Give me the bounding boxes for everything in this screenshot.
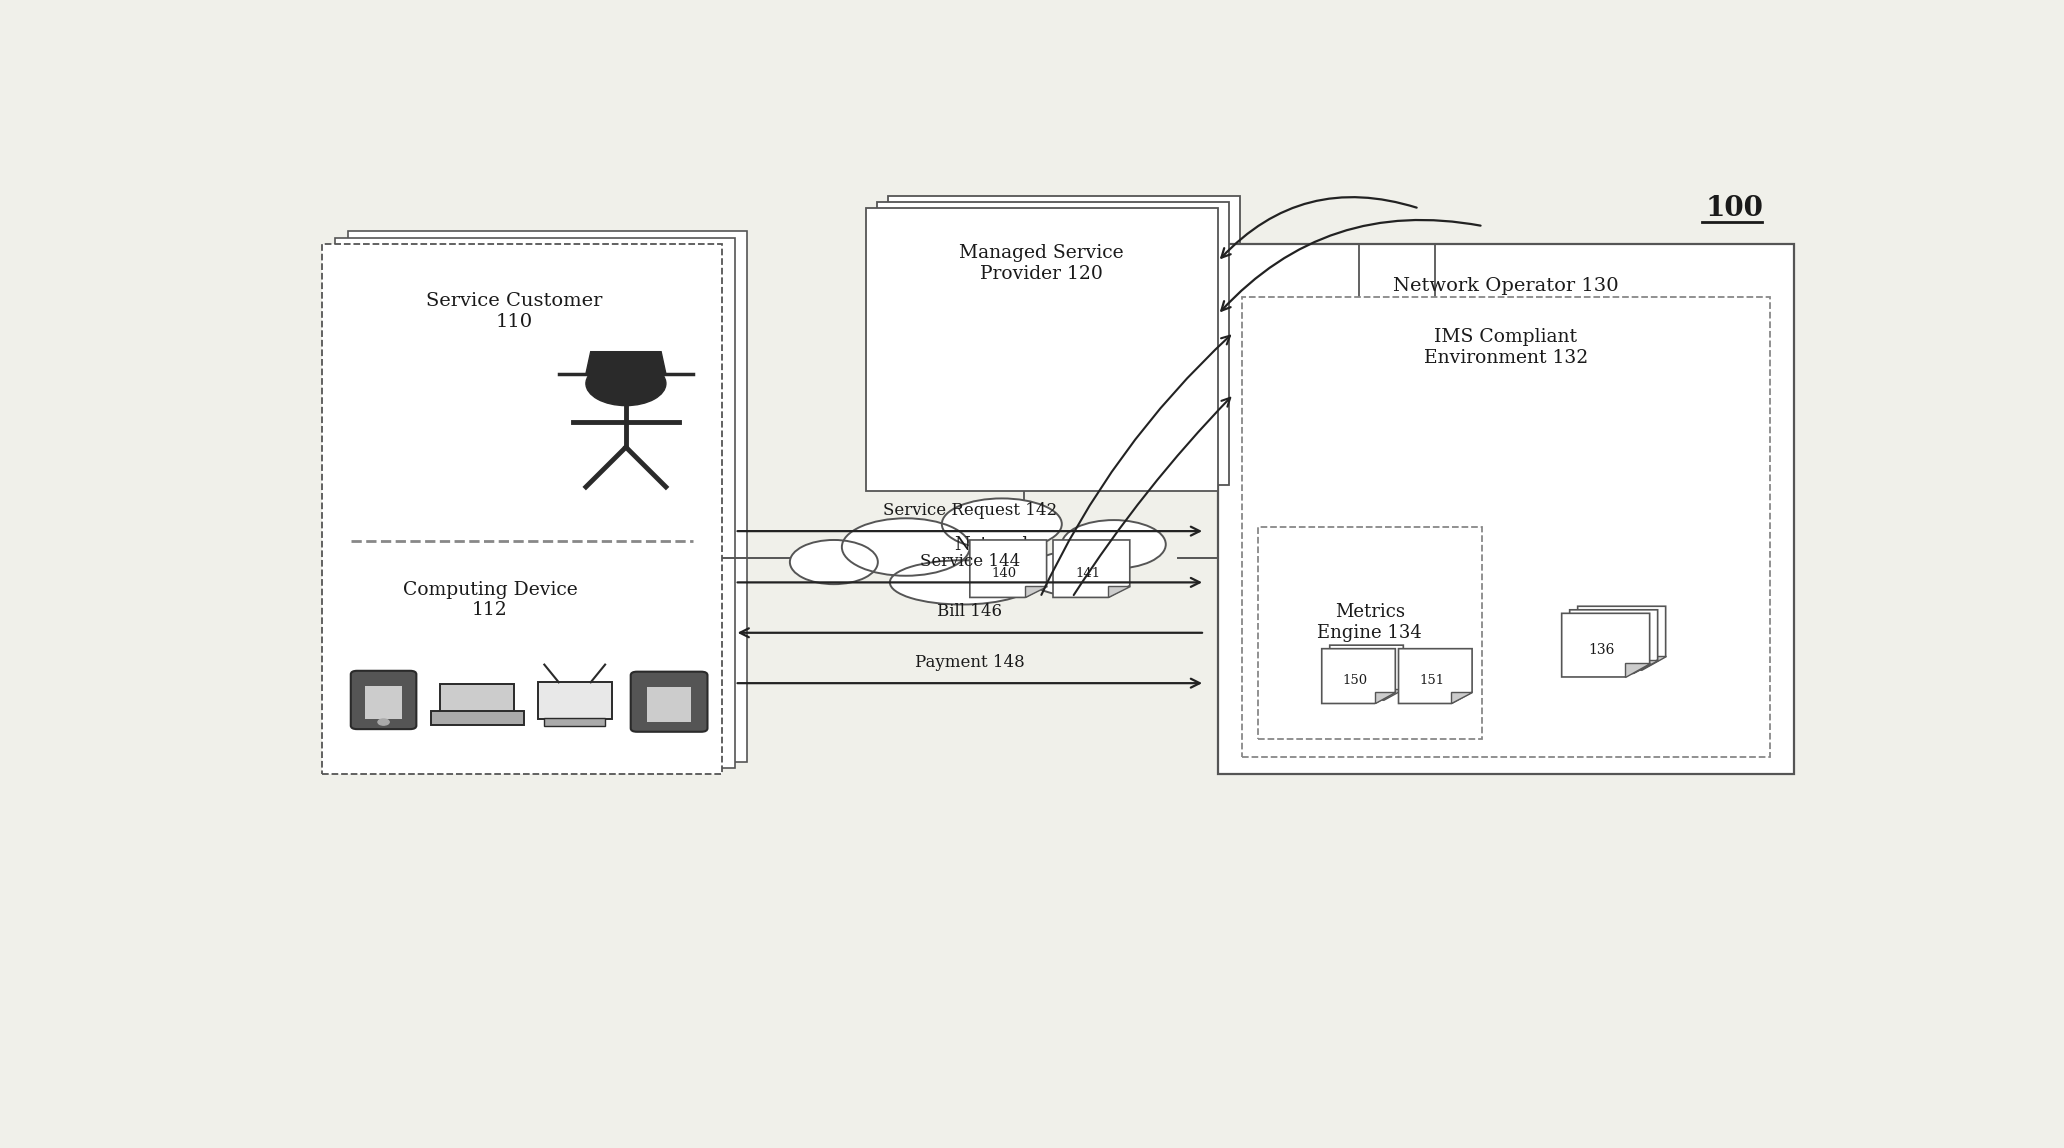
FancyBboxPatch shape (431, 712, 524, 724)
Text: 150: 150 (1342, 674, 1368, 687)
Text: Network Operator 130: Network Operator 130 (1393, 278, 1618, 295)
Polygon shape (970, 540, 1046, 597)
FancyBboxPatch shape (867, 209, 1218, 491)
FancyBboxPatch shape (877, 202, 1228, 486)
FancyBboxPatch shape (1218, 243, 1794, 774)
Polygon shape (1451, 692, 1472, 704)
Ellipse shape (842, 518, 970, 576)
Text: Service Request 142: Service Request 142 (883, 502, 1057, 519)
Polygon shape (1383, 689, 1404, 700)
Text: Network
160: Network 160 (954, 536, 1034, 575)
Ellipse shape (941, 498, 1061, 550)
Text: IMS Compliant
Environment 132: IMS Compliant Environment 132 (1424, 328, 1587, 366)
Text: Payment 148: Payment 148 (914, 654, 1024, 670)
Ellipse shape (1026, 551, 1123, 596)
Circle shape (586, 362, 667, 405)
Text: 141: 141 (1075, 567, 1100, 580)
Ellipse shape (890, 560, 1034, 605)
Polygon shape (1329, 645, 1404, 700)
FancyBboxPatch shape (545, 718, 605, 727)
Polygon shape (1624, 664, 1649, 677)
Text: Service Customer
110: Service Customer 110 (425, 293, 603, 332)
Polygon shape (1108, 585, 1129, 597)
Polygon shape (1569, 610, 1657, 674)
FancyBboxPatch shape (1243, 297, 1769, 757)
Text: Metrics
Engine 134: Metrics Engine 134 (1317, 603, 1422, 642)
Text: 136: 136 (1587, 643, 1614, 658)
FancyBboxPatch shape (440, 684, 514, 714)
Polygon shape (1577, 606, 1666, 670)
Polygon shape (1633, 660, 1657, 674)
FancyBboxPatch shape (888, 196, 1240, 479)
Text: Service 144: Service 144 (921, 553, 1020, 571)
Polygon shape (1053, 540, 1129, 597)
Text: Bill 146: Bill 146 (937, 604, 1003, 620)
Polygon shape (586, 351, 667, 374)
FancyBboxPatch shape (322, 243, 722, 774)
Polygon shape (1399, 649, 1472, 704)
Polygon shape (1026, 585, 1046, 597)
FancyBboxPatch shape (334, 238, 735, 768)
FancyBboxPatch shape (632, 672, 708, 731)
Text: 100: 100 (1705, 195, 1763, 223)
Polygon shape (1375, 692, 1395, 704)
Polygon shape (1562, 613, 1649, 677)
Text: Managed Service
Provider 120: Managed Service Provider 120 (960, 243, 1125, 282)
Circle shape (378, 719, 390, 726)
FancyBboxPatch shape (347, 232, 747, 762)
Text: 151: 151 (1420, 674, 1445, 687)
Text: 140: 140 (993, 567, 1018, 580)
FancyBboxPatch shape (646, 687, 691, 722)
Ellipse shape (791, 540, 877, 584)
FancyBboxPatch shape (1257, 527, 1482, 739)
Polygon shape (1641, 657, 1666, 670)
Ellipse shape (1061, 520, 1166, 568)
Text: Computing Device
112: Computing Device 112 (402, 581, 578, 620)
FancyBboxPatch shape (539, 682, 611, 720)
FancyBboxPatch shape (365, 685, 402, 720)
Polygon shape (1321, 649, 1395, 704)
FancyBboxPatch shape (351, 670, 417, 729)
